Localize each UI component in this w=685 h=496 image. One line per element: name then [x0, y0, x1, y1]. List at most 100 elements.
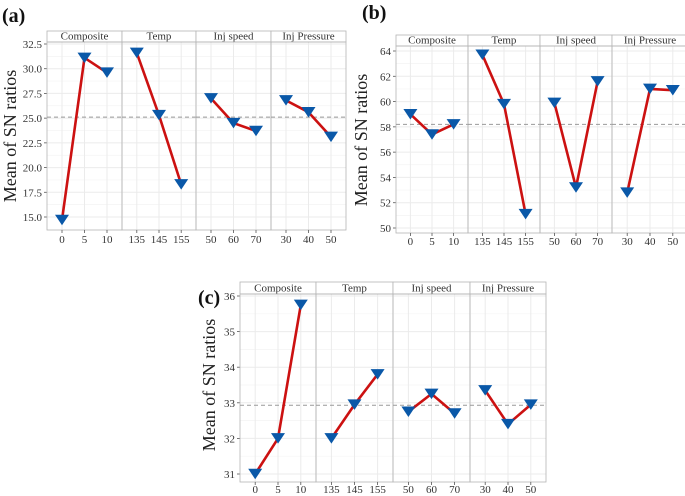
facet-inj-speed: Inj speed 50 60 70 [539, 35, 613, 248]
y-axis-label: Mean of SN ratios [351, 74, 371, 206]
data-point-marker [501, 418, 515, 430]
x-tick-label: 40 [303, 234, 315, 246]
data-point-marker [77, 52, 92, 64]
data-point-marker [497, 98, 511, 110]
x-tick-label: 70 [251, 234, 263, 246]
y-tick-label: 30.0 [23, 64, 43, 76]
y-axis-label: Mean of SN ratios [199, 319, 219, 451]
data-point-marker [518, 208, 533, 220]
y-tick-label: 20.0 [23, 163, 43, 175]
facet-inj-pressure: Inj Pressure 30 40 50 [469, 281, 547, 496]
facet-composite: Composite 0 5 10 [395, 35, 469, 248]
data-point-marker [100, 67, 114, 78]
facet-title: Inj speed [411, 283, 452, 295]
facet-inj-pressure: Inj Pressure 30 40 50 [611, 35, 685, 248]
x-tick-label: 5 [82, 234, 88, 246]
x-tick-label: 60 [228, 234, 240, 246]
panel-label: (c) [198, 287, 220, 309]
data-point-marker [401, 406, 416, 417]
y-tick-label: 62 [380, 71, 391, 83]
data-point-marker [523, 399, 538, 410]
x-tick-label: 145 [151, 234, 168, 246]
data-point-marker [152, 109, 166, 121]
y-tick-label: 32 [224, 433, 235, 445]
x-tick-label: 10 [448, 236, 460, 248]
facet-title: Composite [254, 283, 302, 295]
facet-title: Inj Pressure [482, 283, 534, 295]
x-tick-label: 50 [667, 236, 679, 248]
data-point-marker [129, 47, 144, 59]
x-tick-label: 135 [474, 236, 491, 248]
x-tick-label: 50 [206, 234, 218, 246]
x-tick-label: 135 [323, 484, 340, 496]
y-tick-label: 34 [224, 362, 236, 374]
y-tick-label: 17.5 [23, 187, 43, 199]
x-tick-label: 0 [408, 236, 414, 248]
y-tick-label: 33 [224, 398, 236, 410]
y-tick-label: 22.5 [23, 138, 43, 150]
facet-title: Composite [61, 31, 109, 43]
x-tick-label: 10 [295, 484, 307, 496]
facet-title: Inj speed [556, 35, 597, 47]
x-tick-label: 30 [480, 484, 492, 496]
data-point-marker [248, 468, 263, 480]
facet-title: Temp [147, 31, 172, 43]
data-point-marker [279, 95, 293, 106]
y-axis-label: Mean of SN ratios [0, 70, 20, 202]
x-tick-label: 60 [571, 236, 583, 248]
x-tick-label: 0 [59, 234, 65, 246]
x-tick-label: 145 [496, 236, 513, 248]
data-point-marker [204, 93, 218, 104]
data-point-marker [447, 408, 462, 419]
x-tick-label: 30 [622, 236, 634, 248]
data-point-marker [293, 299, 308, 311]
data-point-marker [475, 49, 490, 61]
x-tick-label: 145 [346, 484, 363, 496]
x-tick-label: 0 [252, 484, 258, 496]
data-point-marker [324, 131, 338, 143]
y-tick-label: 32.5 [23, 39, 43, 51]
x-tick-label: 50 [403, 484, 415, 496]
x-tick-label: 40 [645, 236, 657, 248]
x-tick-label: 155 [369, 484, 386, 496]
data-point-marker [301, 106, 316, 118]
x-tick-label: 40 [503, 484, 515, 496]
y-tick-label: 31 [224, 469, 235, 481]
facet-inj-speed: Inj speed 50 60 70 [195, 31, 272, 246]
y-tick-label: 27.5 [23, 88, 43, 100]
facet-title: Composite [408, 35, 456, 47]
x-tick-label: 70 [592, 236, 604, 248]
data-point-marker [174, 179, 189, 190]
y-tick-label: 58 [380, 122, 392, 134]
y-tick-label: 15.0 [23, 212, 43, 224]
facet-title: Inj Pressure [624, 35, 676, 47]
facet-inj-speed: Inj speed 50 60 70 [392, 281, 471, 496]
y-tick-label: 25.0 [23, 113, 43, 125]
y-tick-label: 56 [380, 147, 392, 159]
x-tick-label: 30 [281, 234, 293, 246]
data-point-marker [547, 97, 562, 109]
data-point-marker [643, 83, 657, 95]
data-point-marker [226, 117, 241, 129]
x-tick-label: 135 [129, 234, 146, 246]
x-tick-label: 50 [549, 236, 561, 248]
x-tick-label: 155 [173, 234, 190, 246]
data-point-marker [424, 388, 439, 400]
facet-inj-pressure: Inj Pressure 30 40 50 [270, 31, 347, 246]
x-tick-label: 50 [326, 234, 338, 246]
y-tick-label: 36 [224, 291, 236, 303]
x-tick-label: 155 [517, 236, 534, 248]
y-tick-label: 52 [380, 198, 391, 210]
data-point-marker [665, 84, 680, 96]
x-tick-label: 10 [102, 234, 114, 246]
data-point-marker [425, 129, 439, 140]
facet-temp: Temp 135 145 155 [315, 281, 394, 496]
x-tick-label: 60 [426, 484, 438, 496]
facet-title: Temp [492, 35, 517, 47]
y-tick-label: 54 [380, 172, 392, 184]
facet-title: Inj speed [213, 31, 254, 43]
facet-temp: Temp 135 145 155 [121, 31, 197, 246]
data-point-marker [478, 385, 493, 396]
y-tick-label: 35 [224, 327, 236, 339]
